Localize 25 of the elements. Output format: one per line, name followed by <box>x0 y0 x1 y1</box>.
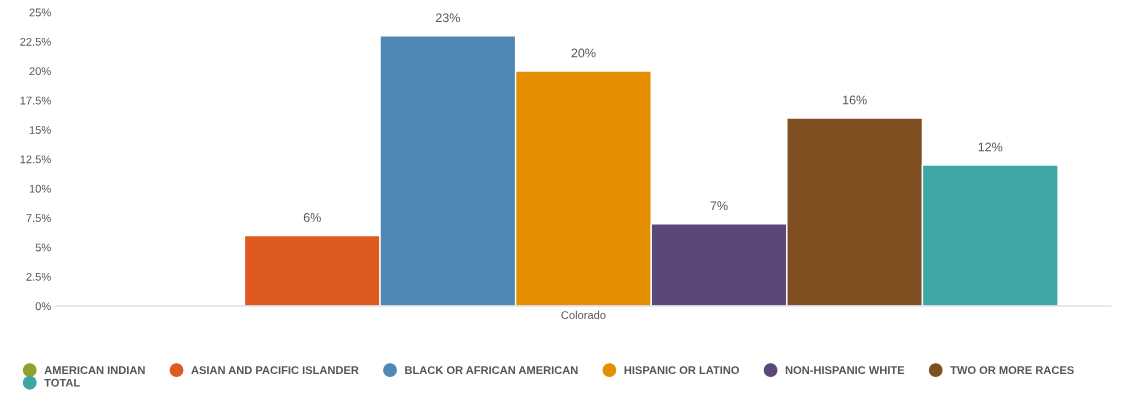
data-label: 6% <box>303 213 321 222</box>
data-label: 20% <box>571 48 596 58</box>
y-tick-label: 2.5% <box>26 272 51 281</box>
y-tick-label: 22.5% <box>20 37 51 46</box>
y-tick-label: 17.5% <box>20 96 51 105</box>
data-label: 7% <box>710 201 728 211</box>
y-tick-label: 25% <box>29 8 51 17</box>
data-label: 23% <box>435 13 460 23</box>
data-label: 16% <box>843 95 867 105</box>
y-tick-label: 20% <box>29 67 51 76</box>
y-tick-label: 15% <box>29 126 51 134</box>
legend-label: AMERICAN INDIAN <box>44 366 145 375</box>
y-tick-label: 0% <box>35 302 51 311</box>
legend-label: NON-HISPANIC WHITE <box>785 366 905 375</box>
data-label: 12% <box>978 142 1003 152</box>
legend-label: ASIAN AND PACIFIC ISLANDER <box>191 366 359 375</box>
x-tick-label: Colorado <box>561 310 606 320</box>
y-tick-label: 12.5% <box>20 155 51 164</box>
legend-label: TWO OR MORE RACES <box>950 366 1074 375</box>
legend-label: TOTAL <box>44 378 80 387</box>
y-tick-label: 7.5% <box>26 214 51 223</box>
y-tick-label: 5% <box>35 243 51 252</box>
legend-label: HISPANIC OR LATINO <box>624 366 740 375</box>
y-tick-label: 10% <box>29 184 51 193</box>
legend-label: BLACK OR AFRICAN AMERICAN <box>405 366 578 375</box>
